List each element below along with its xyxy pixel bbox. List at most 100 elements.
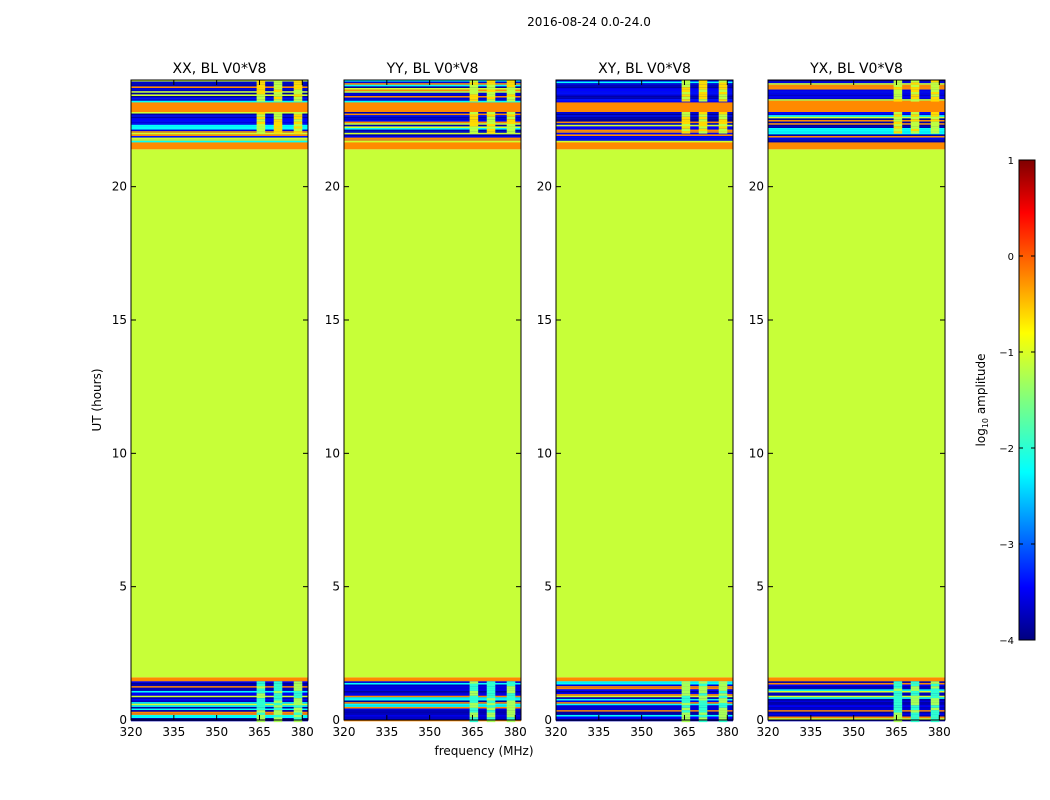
y-tick-label: 20 [112, 180, 127, 194]
rfi-cell [893, 695, 903, 699]
y-tick-label: 20 [749, 180, 764, 194]
rfi-cell [506, 681, 516, 684]
rfi-cell [930, 116, 940, 120]
rfi-cell [293, 112, 303, 115]
rfi-cell [256, 99, 266, 102]
figure-title: 2016-08-24 0.0-24.0 [527, 15, 651, 29]
noise-stripe [344, 131, 521, 133]
rfi-cell [910, 702, 920, 706]
rfi-cell [293, 683, 303, 687]
rfi-cell [893, 119, 903, 122]
noise-stripe [344, 708, 521, 711]
noise-stripe [131, 684, 308, 687]
rfi-cell [718, 119, 728, 122]
rfi-cell [893, 686, 903, 689]
noise-stripe [556, 702, 733, 704]
rfi-cell [256, 94, 266, 97]
x-tick-label: 335 [162, 725, 185, 739]
rfi-cell [930, 712, 940, 715]
rfi-cell [910, 80, 920, 83]
noise-stripe [768, 86, 945, 88]
noise-stripes [344, 80, 521, 722]
rfi-cell [718, 114, 728, 117]
rfi-cell [486, 116, 496, 120]
rfi-cell [698, 116, 708, 120]
y-tick-label: 10 [112, 446, 127, 460]
rfi-cell [256, 702, 266, 706]
noise-stripe [131, 86, 308, 88]
y-tick-label: 20 [537, 180, 552, 194]
rfi-cell [681, 99, 691, 102]
noise-stripe [131, 716, 308, 719]
rfi-cell [506, 89, 516, 92]
rfi-cell [486, 131, 496, 134]
rfi-cell [718, 683, 728, 687]
rfi-cell [469, 114, 479, 117]
noise-stripe [131, 120, 308, 122]
noise-stripe [344, 115, 521, 117]
noise-stripe [768, 94, 945, 96]
rfi-cell [718, 719, 728, 723]
noise-stripe [768, 129, 945, 132]
rfi-cell [506, 119, 516, 122]
noise-stripe [768, 689, 945, 691]
noise-stripe [344, 700, 521, 703]
rfi-cell [256, 96, 266, 100]
colorbar-tick-label: −3 [999, 540, 1014, 551]
noise-stripe [556, 81, 733, 84]
rfi-cell [273, 99, 283, 102]
rfi-cell [698, 112, 708, 115]
rfi-cell [293, 702, 303, 706]
rfi-cell [893, 99, 903, 102]
rfi-cell [910, 686, 920, 689]
noise-stripe [768, 713, 945, 715]
rfi-cell [681, 693, 691, 696]
rfi-cell [506, 126, 516, 129]
noise-stripe [556, 116, 733, 119]
rfi-cell [910, 128, 920, 132]
rfi-cell [910, 112, 920, 115]
x-tick-label: 365 [461, 725, 484, 739]
noise-stripe [344, 136, 521, 138]
rfi-cell [273, 82, 283, 85]
noise-stripe [344, 702, 521, 704]
rfi-cell [256, 89, 266, 92]
rfi-cell [910, 82, 920, 85]
rfi-cell [698, 683, 708, 687]
rfi-cell [893, 114, 903, 117]
rfi-cell [930, 96, 940, 100]
noise-stripe [556, 91, 733, 93]
noise-stripe [556, 710, 733, 712]
rfi-cell [893, 698, 903, 701]
rfi-cell [718, 92, 728, 95]
rfi-cell [273, 112, 283, 115]
rfi-cell [469, 124, 479, 127]
rfi-cell [681, 686, 691, 689]
noise-stripe [131, 718, 308, 720]
rfi-cell [469, 712, 479, 715]
rfi-cell [256, 128, 266, 132]
rfi-cell [718, 84, 728, 88]
rfi-cell [506, 710, 516, 713]
rfi-cell [681, 702, 691, 706]
rfi-cell [910, 126, 920, 129]
rfi-cell [469, 719, 479, 723]
noise-stripe [131, 714, 308, 717]
noise-stripes [131, 80, 308, 722]
noise-stripe [556, 128, 733, 130]
y-tick-label: 5 [119, 580, 127, 594]
rfi-cell [893, 714, 903, 718]
rfi-cell [893, 705, 903, 708]
noise-stripe [556, 113, 733, 116]
y-tick-label: 5 [544, 580, 552, 594]
panel-frame [767, 79, 946, 721]
rfi-cell [273, 698, 283, 701]
noise-stripe [344, 116, 521, 119]
x-tick-label: 380 [504, 725, 527, 739]
rfi-cell [681, 690, 691, 694]
rfi-cell [293, 99, 303, 102]
noise-stripe [131, 96, 308, 98]
rfi-cell [910, 698, 920, 701]
noise-stripe [344, 113, 521, 116]
rfi-cell [930, 705, 940, 708]
